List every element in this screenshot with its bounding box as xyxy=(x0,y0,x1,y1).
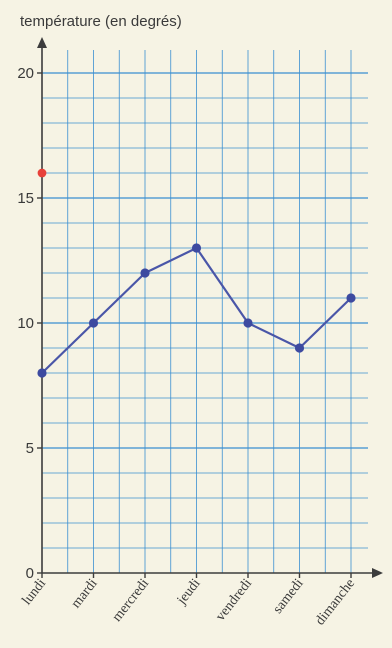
y-axis-arrow xyxy=(37,37,47,48)
x-tick-label: mardi xyxy=(69,576,101,611)
chart-axes xyxy=(37,37,383,578)
highlight-point xyxy=(37,168,47,178)
chart-grid xyxy=(42,50,368,573)
x-axis-arrow xyxy=(372,568,383,578)
x-tick-label: vendredi xyxy=(213,576,255,624)
y-tick-label: 20 xyxy=(17,65,34,82)
x-tick-label: jeudi xyxy=(174,576,204,608)
series-layer xyxy=(37,168,356,378)
y-tick-label: 15 xyxy=(17,190,34,207)
data-point xyxy=(191,243,202,253)
data-point xyxy=(346,293,356,303)
y-tick-label: 0 xyxy=(26,565,34,582)
data-point xyxy=(37,368,47,378)
y-axis-label: température (en degrés) xyxy=(20,13,182,30)
x-tick-label: mercredi xyxy=(110,576,153,625)
y-tick-label: 10 xyxy=(17,315,34,332)
y-tick-label: 5 xyxy=(26,440,34,457)
x-tick-labels: lundi mardi mercredi jeudi vendredi samedi dim… xyxy=(20,573,358,628)
y-tick-labels: 0 5 10 15 20 xyxy=(17,65,42,582)
x-tick-label: lundi xyxy=(20,576,50,608)
x-tick-label: dimanche xyxy=(313,576,358,628)
data-point xyxy=(140,268,150,278)
data-point xyxy=(243,318,253,328)
data-point xyxy=(294,343,305,353)
x-tick-label: samedi xyxy=(270,576,306,617)
data-point xyxy=(88,318,99,328)
